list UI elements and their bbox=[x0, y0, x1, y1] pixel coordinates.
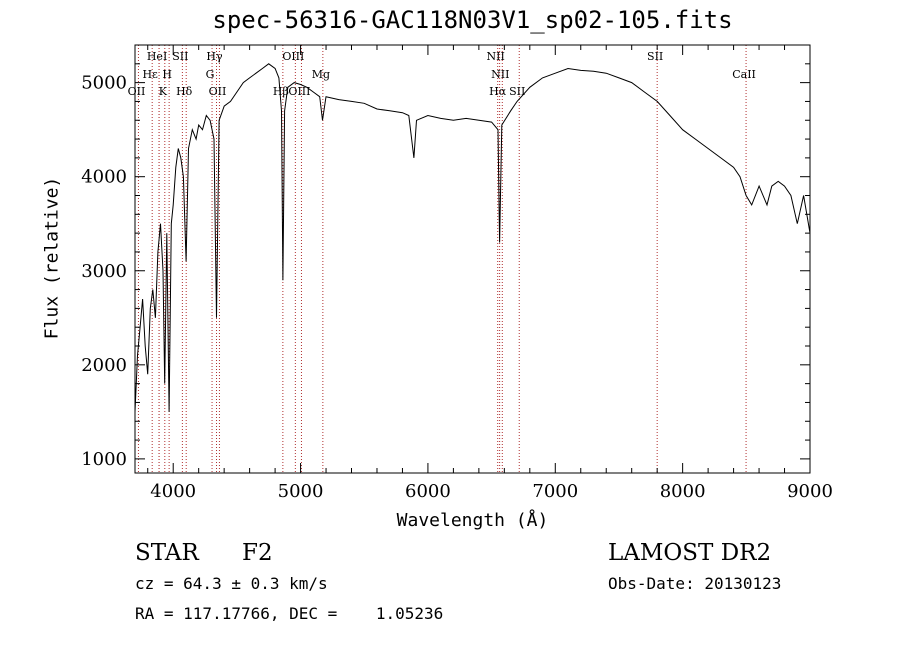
line-label-8: G bbox=[206, 68, 215, 81]
y-tick-label-3000: 3000 bbox=[81, 261, 127, 282]
line-label-7: H bbox=[162, 68, 172, 81]
line-label-10: NII bbox=[491, 68, 509, 81]
line-label-15: OII bbox=[209, 85, 227, 98]
ra-dec-text: RA = 117.17766, DEC = 1.05236 bbox=[135, 604, 444, 623]
x-tick-label-5000: 5000 bbox=[278, 481, 324, 502]
x-axis-label: Wavelength (Å) bbox=[396, 510, 549, 531]
line-label-0: HeI bbox=[147, 50, 167, 63]
y-tick-label-4000: 4000 bbox=[81, 167, 127, 188]
line-label-2: Hγ bbox=[206, 50, 223, 63]
spectrum-line bbox=[134, 63, 811, 412]
line-label-13: K bbox=[159, 85, 168, 98]
plot-frame bbox=[134, 44, 811, 474]
obs-date: Obs-Date: 20130123 bbox=[608, 574, 782, 593]
redshift-text: cz = 64.3 ± 0.3 km/s bbox=[135, 574, 328, 593]
line-label-6: Hε bbox=[143, 68, 159, 81]
survey-name: LAMOST DR2 bbox=[608, 540, 772, 566]
x-tick-label-9000: 9000 bbox=[787, 481, 833, 502]
x-tick-label-4000: 4000 bbox=[150, 481, 196, 502]
y-tick-label-5000: 5000 bbox=[81, 73, 127, 94]
y-tick-label-1000: 1000 bbox=[81, 449, 127, 470]
object-class: STAR bbox=[135, 540, 199, 566]
line-label-12: OII bbox=[128, 85, 146, 98]
line-label-3: OIII bbox=[282, 50, 304, 63]
x-tick-label-8000: 8000 bbox=[660, 481, 706, 502]
line-label-11: CaII bbox=[732, 68, 756, 81]
line-label-17: OIII bbox=[288, 85, 310, 98]
object-subclass: F2 bbox=[242, 540, 273, 566]
line-label-4: NII bbox=[487, 50, 505, 63]
line-label-9: Mg bbox=[312, 68, 330, 81]
line-label-19: SII bbox=[509, 85, 525, 98]
x-tick-label-7000: 7000 bbox=[532, 481, 578, 502]
chart-title: spec-56316-GAC118N03V1_sp02-105.fits bbox=[212, 6, 733, 34]
y-tick-label-2000: 2000 bbox=[81, 355, 127, 376]
line-label-18: Hα bbox=[489, 85, 507, 98]
line-label-1: SII bbox=[172, 50, 188, 63]
line-label-16: Hβ bbox=[273, 85, 289, 98]
x-tick-label-6000: 6000 bbox=[405, 481, 451, 502]
line-label-5: SII bbox=[647, 50, 663, 63]
line-label-14: Hδ bbox=[176, 85, 193, 98]
